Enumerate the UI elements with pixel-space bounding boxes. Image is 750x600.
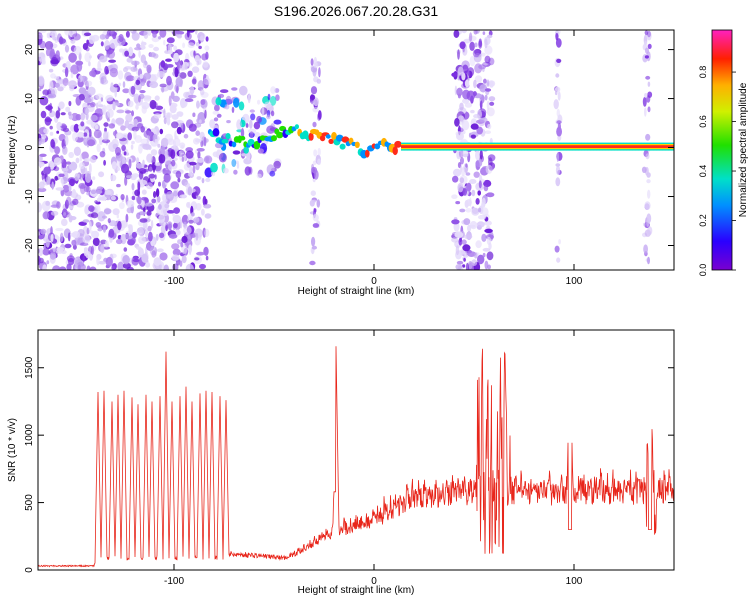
snr-frame bbox=[37, 329, 675, 571]
spectrogram-x-axis-label: Height of straight line (km) bbox=[298, 286, 415, 297]
spectrogram-image bbox=[38, 30, 674, 270]
spectrogram-frame bbox=[37, 29, 675, 271]
snr-y-tick-label: 1500 bbox=[24, 356, 35, 379]
colorbar-tick-label: 0.0 bbox=[698, 264, 708, 277]
colorbar-tick-label: 0.6 bbox=[698, 115, 708, 128]
spectrogram-y-tick-label: 0 bbox=[24, 144, 35, 150]
snr-y-tick-label: 1000 bbox=[24, 424, 35, 447]
snr-x-axis-label: Height of straight line (km) bbox=[298, 585, 415, 596]
spectrogram-x-tick-label: 100 bbox=[566, 276, 583, 287]
snr-x-tick-label: -100 bbox=[164, 576, 184, 587]
colorbar-label: Normalized spectral amplitude bbox=[738, 82, 749, 217]
snr-x-tick-label: 0 bbox=[371, 576, 377, 587]
spectrogram-x-tick-label: 0 bbox=[371, 276, 377, 287]
colorbar-tick-label: 0.8 bbox=[698, 66, 708, 79]
colorbar-gradient bbox=[711, 29, 733, 271]
snr-series-line bbox=[38, 346, 674, 568]
snr-y-tick-label: 500 bbox=[24, 494, 35, 511]
figure-title: S196.2026.067.20.28.G31 bbox=[274, 3, 438, 19]
colorbar-tick-label: 0.4 bbox=[698, 165, 708, 178]
colorbar-tick-label: 0.2 bbox=[698, 214, 708, 227]
snr-x-tick-label: 100 bbox=[566, 576, 583, 587]
spectrogram-y-axis-label: Frequency (Hz) bbox=[7, 116, 18, 185]
spectrogram-x-tick-label: -100 bbox=[164, 276, 184, 287]
colorbar: 0.0 0.2 0.4 0.6 0.8 Normalized spectral ampl… bbox=[698, 29, 749, 276]
snr-y-axis-label: SNR (10 * v/v) bbox=[7, 418, 18, 482]
spectrogram-y-tick-label: -10 bbox=[24, 189, 35, 204]
spectrogram-y-tick-label: 20 bbox=[24, 44, 35, 56]
spectrogram-y-tick-label: -20 bbox=[24, 238, 35, 253]
snr-y-tick-label: 0 bbox=[24, 567, 35, 573]
spectrogram-y-tick-label: 10 bbox=[24, 93, 35, 105]
colorbar-ticks: 0.0 0.2 0.4 0.6 0.8 bbox=[698, 66, 736, 276]
